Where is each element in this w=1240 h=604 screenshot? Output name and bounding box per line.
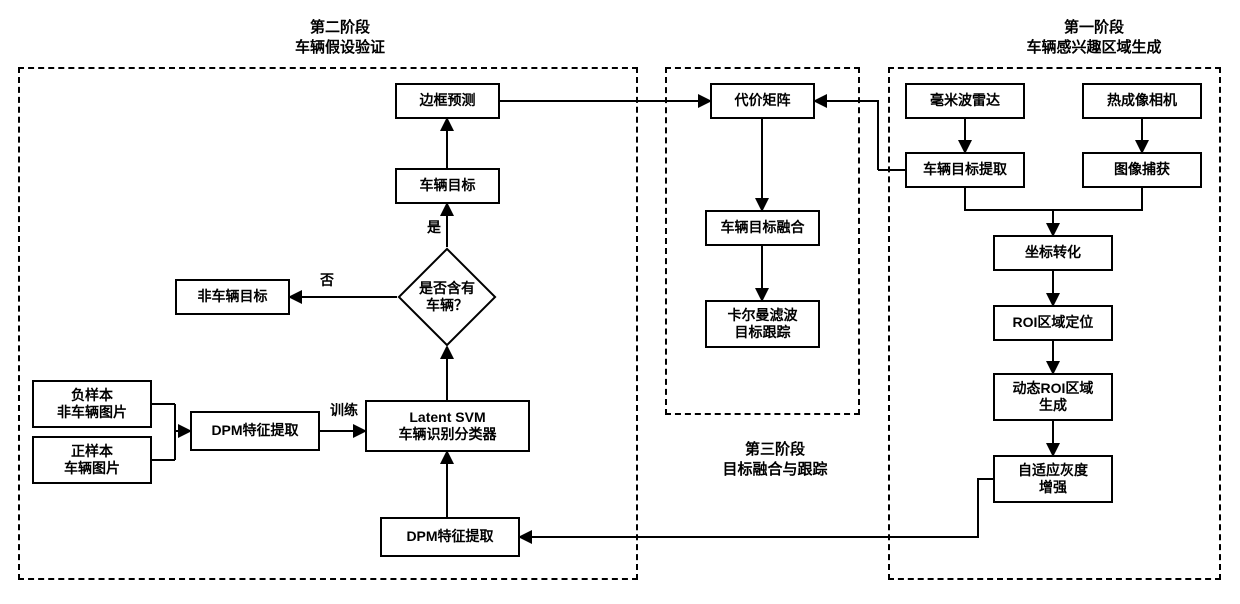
stage2-title: 第二阶段 车辆假设验证 [240,18,440,57]
latent-svm-node: Latent SVM 车辆识别分类器 [365,400,530,452]
flowchart-canvas: 第一阶段 车辆感兴趣区域生成 第二阶段 车辆假设验证 第三阶段 目标融合与跟踪 [0,0,1240,604]
coord-transform-node: 坐标转化 [993,235,1113,271]
vehicle-extract-node: 车辆目标提取 [905,152,1025,188]
yes-label: 是 [425,217,443,237]
bbox-predict-node: 边框预测 [395,83,500,119]
stage1-title: 第一阶段 车辆感兴趣区域生成 [994,18,1194,57]
roi-locate-node: ROI区域定位 [993,305,1113,341]
pos-sample-node: 正样本 车辆图片 [32,436,152,484]
image-capture-node: 图像捕获 [1082,152,1202,188]
dynamic-roi-node: 动态ROI区域 生成 [993,373,1113,421]
neg-sample-node: 负样本 非车辆图片 [32,380,152,428]
gray-enhance-node: 自适应灰度 增强 [993,455,1113,503]
stage3-title: 第三阶段 目标融合与跟踪 [700,440,850,479]
dpm2-node: DPM特征提取 [380,517,520,557]
cost-matrix-node: 代价矩阵 [710,83,815,119]
vehicle-target-node: 车辆目标 [395,168,500,204]
non-vehicle-node: 非车辆目标 [175,279,290,315]
decision-label: 是否含有 车辆？ [397,272,497,322]
fusion-node: 车辆目标融合 [705,210,820,246]
thermal-camera-node: 热成像相机 [1082,83,1202,119]
kalman-node: 卡尔曼滤波 目标跟踪 [705,300,820,348]
train-label: 训练 [328,400,360,420]
stage2-box [18,67,638,580]
radar-node: 毫米波雷达 [905,83,1025,119]
no-label: 否 [318,270,336,290]
dpm1-node: DPM特征提取 [190,411,320,451]
